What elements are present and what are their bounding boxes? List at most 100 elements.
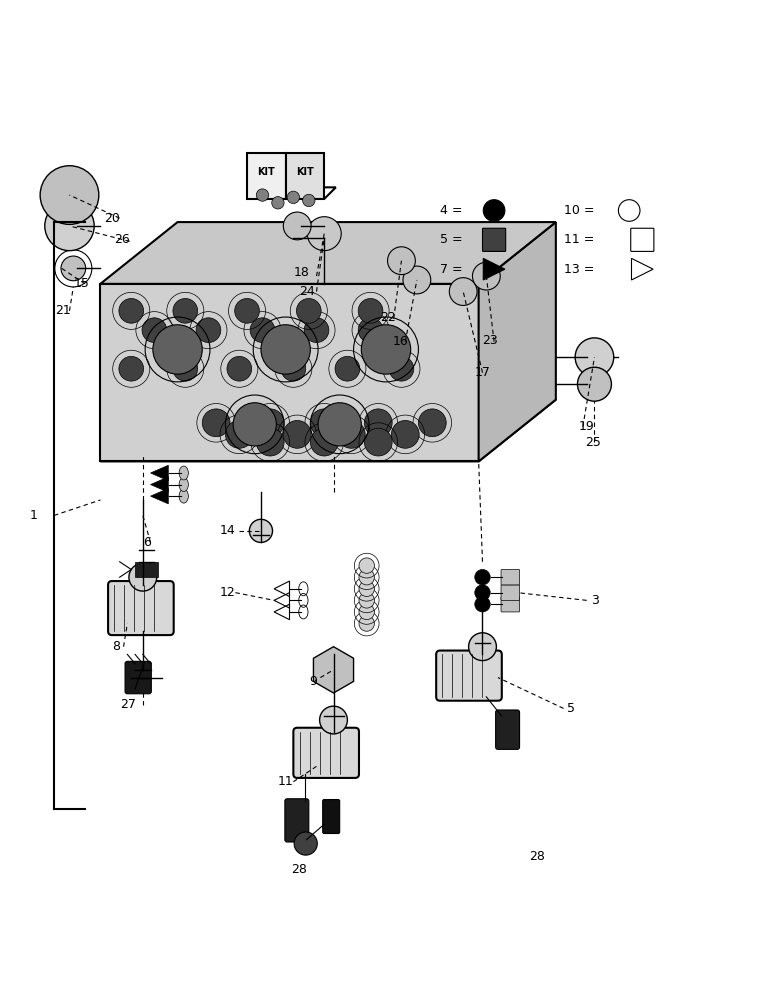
Text: 13 =: 13 = [564,263,594,276]
Circle shape [318,403,361,446]
Text: 8: 8 [112,640,120,653]
Circle shape [256,409,284,437]
Text: 23: 23 [482,334,498,347]
Polygon shape [100,284,479,461]
Circle shape [256,189,269,201]
Text: 25: 25 [585,436,601,449]
Circle shape [202,409,230,437]
FancyBboxPatch shape [501,585,520,600]
Circle shape [337,420,365,448]
Circle shape [320,706,347,734]
Polygon shape [479,222,556,461]
Text: 12: 12 [220,586,235,599]
Polygon shape [100,222,556,284]
FancyBboxPatch shape [501,596,520,612]
Circle shape [335,356,360,381]
Polygon shape [286,153,324,199]
Circle shape [250,318,275,343]
Circle shape [577,367,611,401]
Circle shape [45,201,94,251]
Circle shape [303,194,315,207]
Text: 27: 27 [120,698,136,711]
Circle shape [233,403,276,446]
Text: 22: 22 [381,311,396,324]
Circle shape [475,569,490,585]
Circle shape [359,581,374,596]
FancyBboxPatch shape [482,228,506,251]
Text: KIT: KIT [296,167,313,177]
FancyBboxPatch shape [496,710,520,749]
Circle shape [153,325,202,374]
Ellipse shape [179,489,188,503]
FancyBboxPatch shape [323,800,340,834]
Text: 28: 28 [291,863,307,876]
Polygon shape [100,400,556,461]
Circle shape [475,585,490,600]
Circle shape [364,409,392,437]
Text: 14: 14 [220,524,235,537]
Circle shape [358,318,383,343]
Text: KIT: KIT [258,167,275,177]
Circle shape [418,409,446,437]
Polygon shape [135,562,158,577]
Circle shape [283,420,311,448]
Circle shape [304,318,329,343]
Text: 28: 28 [529,850,545,863]
Circle shape [310,428,338,456]
Circle shape [287,191,300,204]
Circle shape [359,569,374,585]
Circle shape [173,299,198,323]
Circle shape [361,325,411,374]
Text: 24: 24 [300,285,315,298]
Circle shape [142,318,167,343]
FancyBboxPatch shape [293,728,359,778]
Circle shape [403,266,431,294]
Circle shape [359,616,374,631]
Circle shape [388,247,415,275]
Text: 17: 17 [475,366,491,379]
Text: 11: 11 [278,775,293,788]
Circle shape [389,356,414,381]
Text: 11 =: 11 = [564,233,594,246]
Circle shape [472,262,500,290]
Circle shape [575,338,614,376]
Ellipse shape [179,478,188,492]
Circle shape [61,256,86,281]
Circle shape [227,356,252,381]
Text: 6: 6 [143,536,151,549]
FancyBboxPatch shape [285,799,309,842]
Circle shape [40,166,99,224]
Text: 26: 26 [114,233,130,246]
Circle shape [249,519,273,542]
Polygon shape [483,258,505,280]
Polygon shape [151,465,168,481]
Text: 15: 15 [73,277,90,290]
Polygon shape [151,477,168,492]
Text: 3: 3 [591,594,598,607]
Circle shape [119,299,144,323]
Text: 5 =: 5 = [440,233,462,246]
Circle shape [235,299,259,323]
Text: 10 =: 10 = [564,204,594,217]
Circle shape [119,356,144,381]
Circle shape [307,217,341,251]
Text: 9: 9 [309,675,317,688]
Circle shape [129,563,157,591]
Text: 1: 1 [29,509,37,522]
Text: 18: 18 [293,266,310,279]
Circle shape [359,604,374,620]
Text: 20: 20 [104,212,120,225]
Circle shape [294,832,317,855]
Circle shape [283,212,311,240]
Circle shape [358,299,383,323]
Circle shape [475,596,490,612]
Circle shape [281,356,306,381]
Text: 7 =: 7 = [440,263,462,276]
FancyBboxPatch shape [631,228,654,251]
Circle shape [359,593,374,608]
Text: 5: 5 [567,702,575,715]
Circle shape [256,428,284,456]
FancyBboxPatch shape [125,661,151,694]
Circle shape [173,356,198,381]
Circle shape [225,420,253,448]
